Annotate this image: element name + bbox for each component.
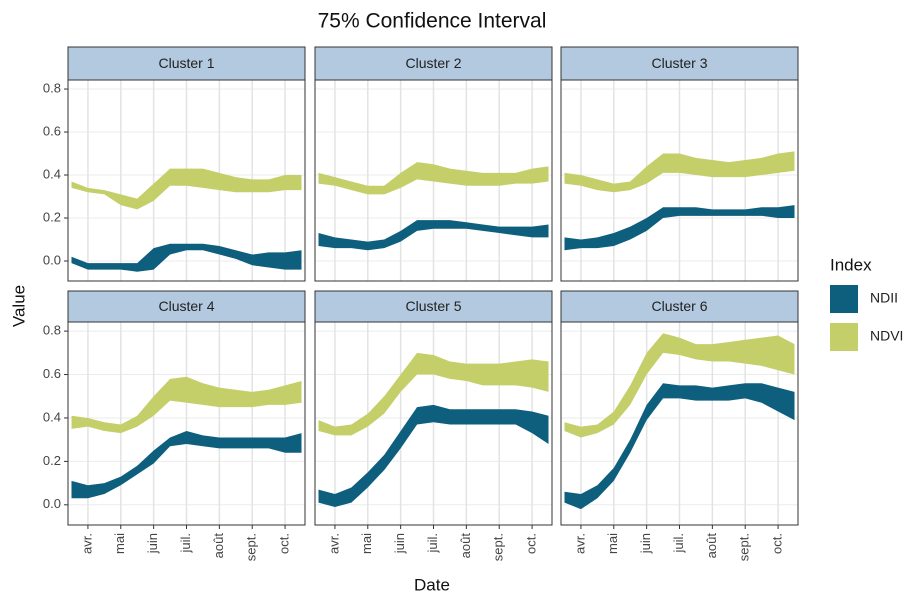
panel-border — [314, 321, 553, 526]
ribbon — [318, 352, 549, 436]
strip — [560, 290, 799, 323]
ribbon — [318, 220, 549, 251]
x-tick-label: juil. — [178, 533, 193, 554]
strip — [560, 46, 799, 81]
ribbon — [564, 383, 795, 510]
panel-border — [67, 79, 306, 282]
y-tick-label: 0.4 — [43, 166, 61, 181]
x-tick-label: mai — [112, 533, 127, 554]
legend-key — [830, 323, 858, 351]
strip — [314, 46, 553, 81]
y-tick-label: 0.4 — [43, 409, 61, 424]
x-tick-label: sept. — [244, 533, 259, 561]
panel-title: Cluster 5 — [405, 298, 461, 314]
y-tick-label: 0.2 — [43, 453, 61, 468]
x-tick-label: mai — [359, 533, 374, 554]
panel-title: Cluster 3 — [651, 55, 707, 71]
x-tick-label: avr. — [572, 533, 587, 554]
y-tick-label: 0.2 — [43, 209, 61, 224]
panel-title: Cluster 1 — [158, 55, 214, 71]
ribbon — [71, 430, 302, 499]
x-axis-label: Date — [414, 575, 450, 594]
x-tick-label: oct. — [770, 533, 785, 554]
chart-title: 75% Confidence Interval — [318, 10, 547, 33]
x-tick-label: juin — [392, 533, 407, 554]
x-tick-label: mai — [605, 533, 620, 554]
y-tick-label: 0.6 — [43, 366, 61, 381]
ribbon — [71, 376, 302, 434]
y-axis-label: Value — [9, 285, 28, 327]
y-tick-label: 0.0 — [43, 496, 61, 511]
ribbon — [564, 333, 795, 438]
legend-key — [830, 285, 858, 313]
x-tick-label: sept. — [737, 533, 752, 561]
panel-border — [314, 79, 553, 282]
legend-title: Index — [830, 255, 872, 274]
legend-label: NDII — [870, 290, 898, 306]
x-tick-label: août — [704, 533, 719, 559]
x-tick-label: juil. — [425, 533, 440, 554]
ribbon — [318, 162, 549, 195]
x-tick-label: juin — [145, 533, 160, 554]
x-tick-label: oct. — [524, 533, 539, 554]
ribbon — [71, 243, 302, 272]
x-tick-label: oct. — [277, 533, 292, 554]
strip — [314, 290, 553, 323]
panel-border — [67, 321, 306, 526]
legend-label: NDVI — [870, 328, 903, 344]
x-tick-label: sept. — [491, 533, 506, 561]
panel-title: Cluster 6 — [651, 298, 707, 314]
x-tick-label: avr. — [79, 533, 94, 554]
panel-border — [560, 321, 799, 526]
ribbon — [71, 168, 302, 210]
x-tick-label: avr. — [326, 533, 341, 554]
ribbon — [564, 151, 795, 193]
panel-title: Cluster 4 — [158, 298, 214, 314]
panel-title: Cluster 2 — [405, 55, 461, 71]
ribbon — [564, 205, 795, 251]
x-tick-label: juil. — [671, 533, 686, 554]
strip — [67, 46, 306, 81]
y-tick-label: 0.0 — [43, 252, 61, 267]
x-tick-label: août — [211, 533, 226, 559]
y-tick-label: 0.6 — [43, 123, 61, 138]
x-tick-label: août — [458, 533, 473, 559]
y-tick-label: 0.8 — [43, 323, 61, 338]
panel-border — [560, 79, 799, 282]
x-tick-label: juin — [638, 533, 653, 554]
ribbon — [318, 404, 549, 507]
y-tick-label: 0.8 — [43, 80, 61, 95]
